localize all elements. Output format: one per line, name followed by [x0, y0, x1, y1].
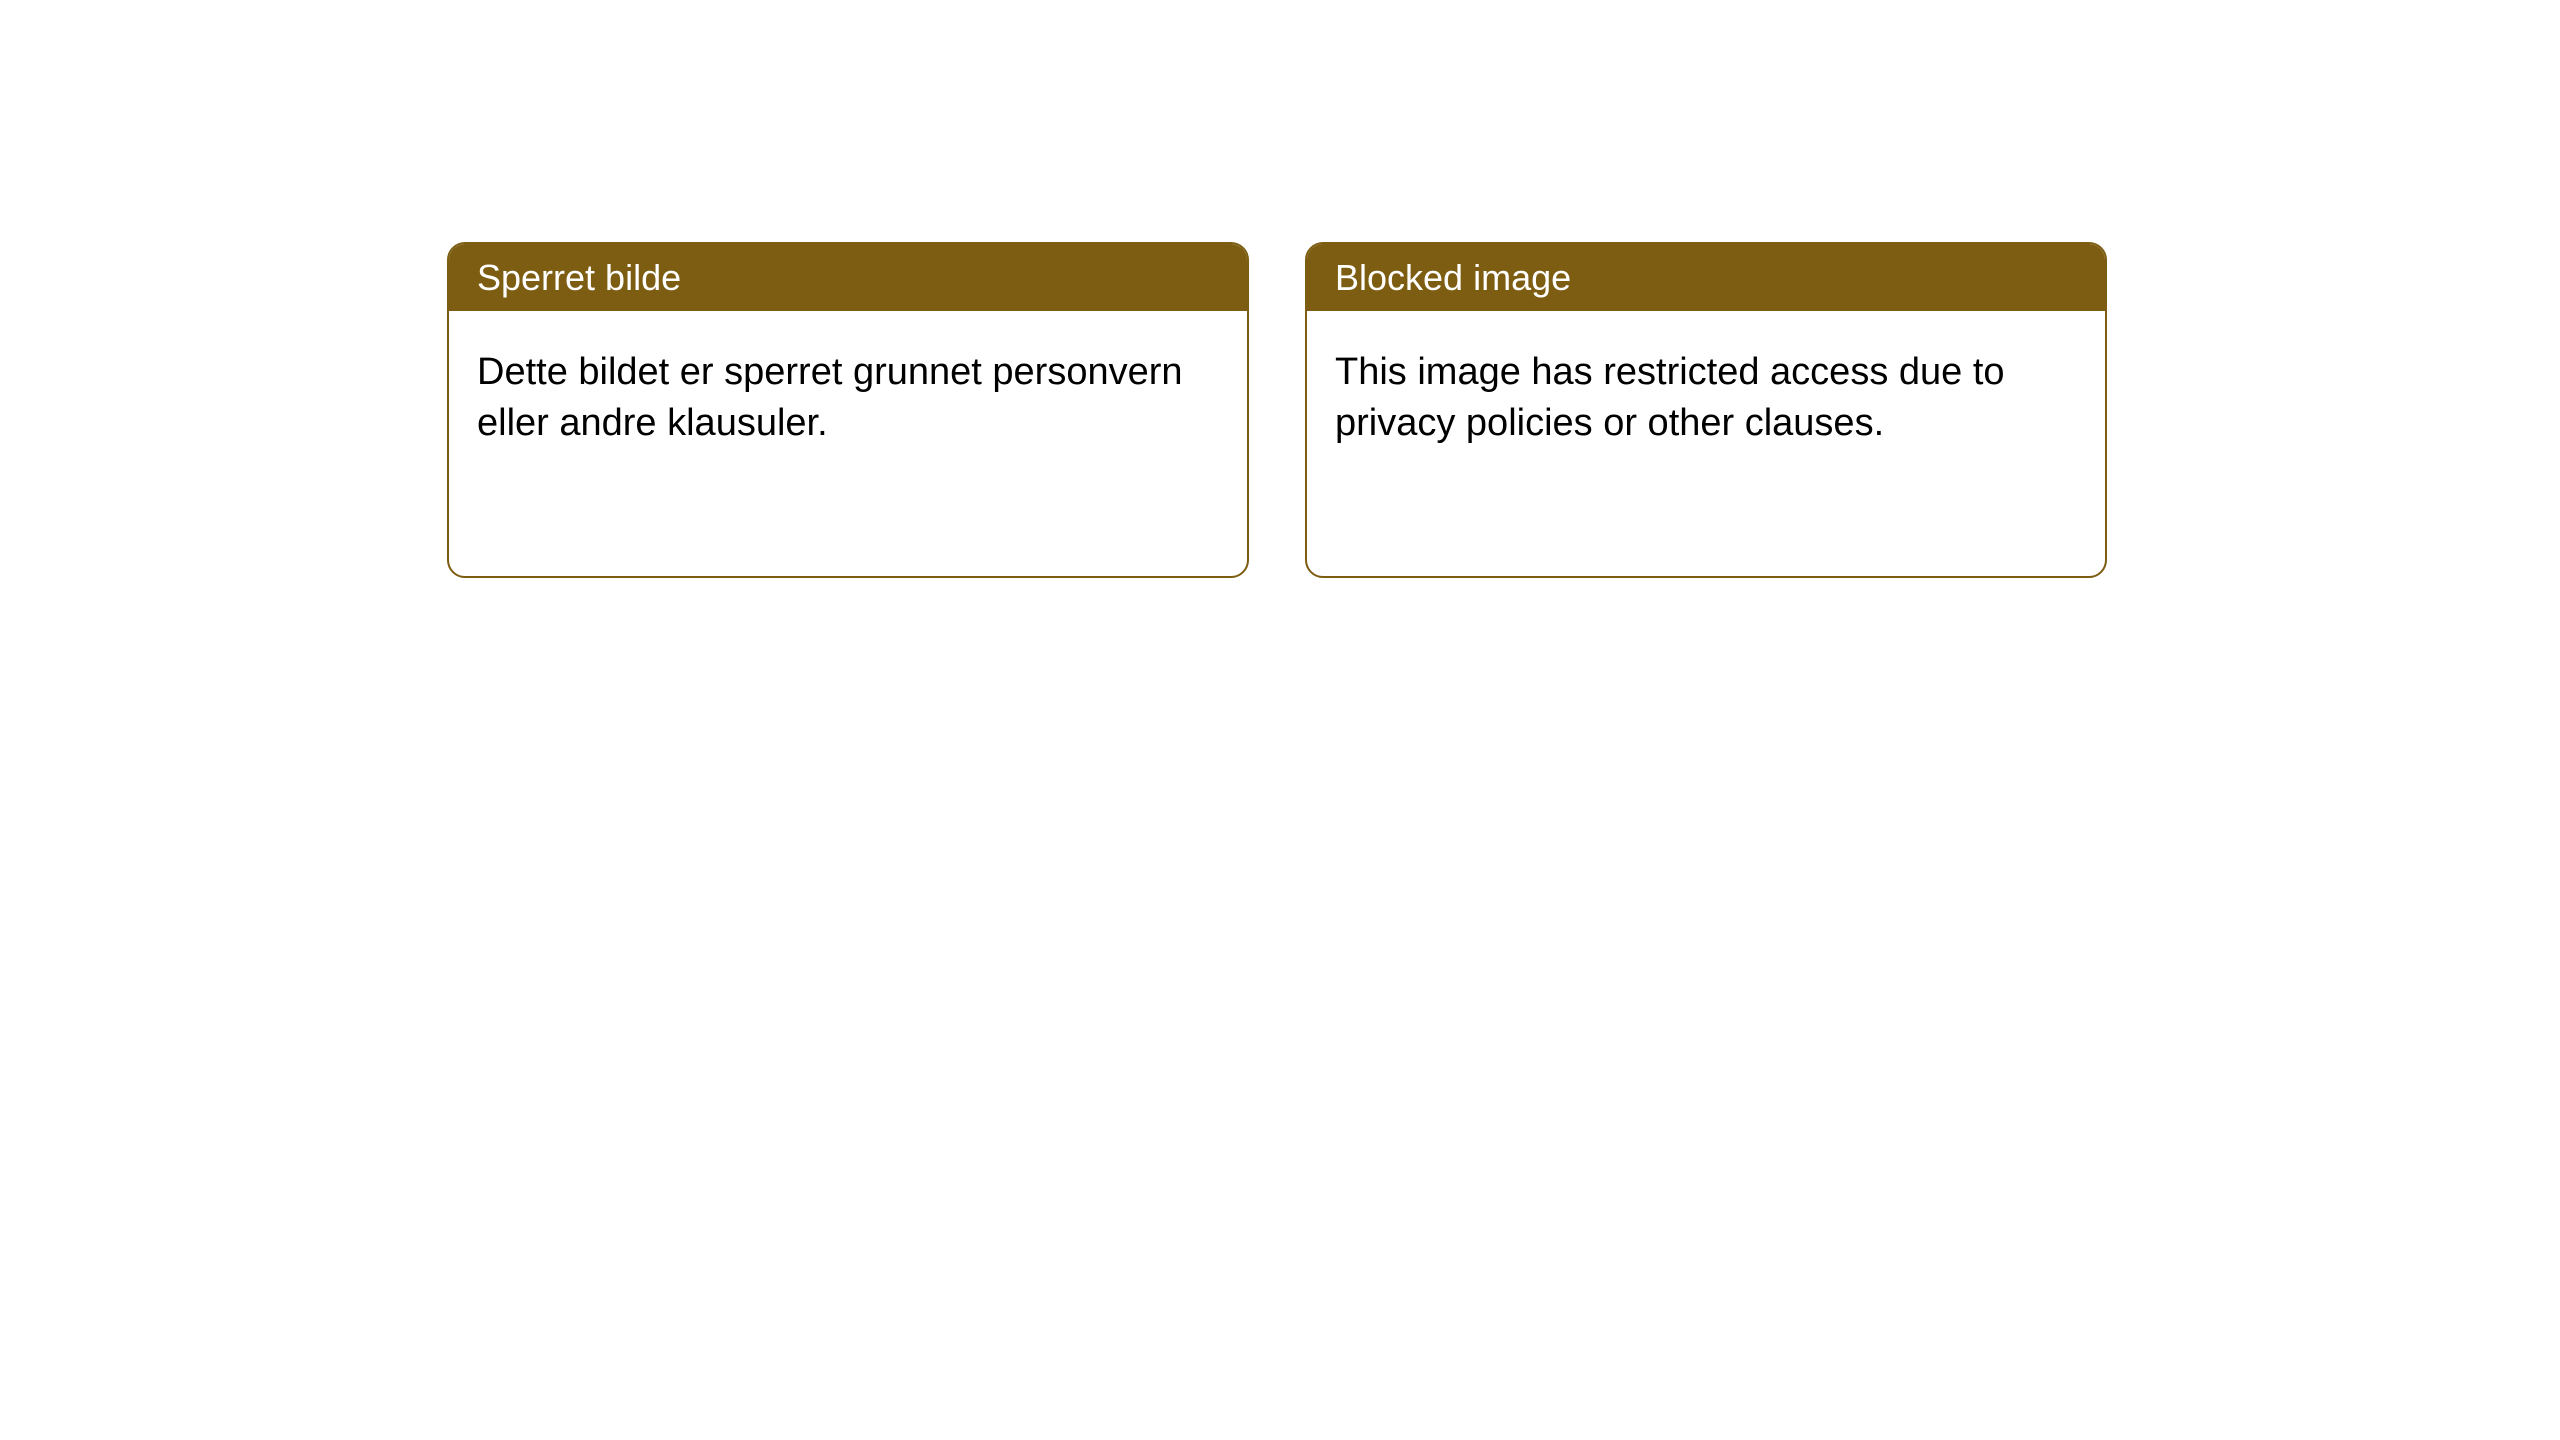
card-blocked-no: Sperret bilde Dette bildet er sperret gr… [447, 242, 1249, 578]
card-body: Dette bildet er sperret grunnet personve… [449, 311, 1247, 486]
card-blocked-en: Blocked image This image has restricted … [1305, 242, 2107, 578]
card-title: Blocked image [1307, 244, 2105, 311]
cards-container: Sperret bilde Dette bildet er sperret gr… [447, 242, 2107, 578]
card-title: Sperret bilde [449, 244, 1247, 311]
card-body: This image has restricted access due to … [1307, 311, 2105, 486]
